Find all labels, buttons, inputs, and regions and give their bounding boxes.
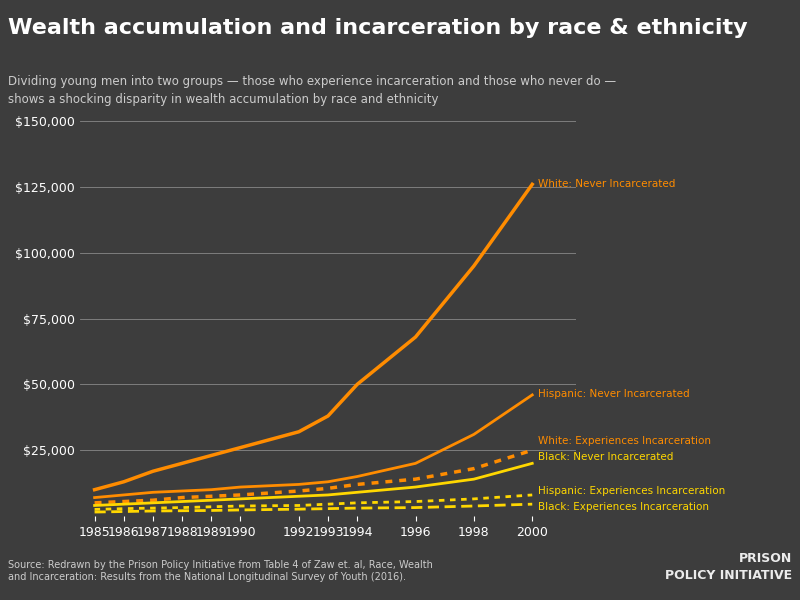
- Text: Hispanic: Never Incarcerated: Hispanic: Never Incarcerated: [538, 389, 690, 398]
- Text: Black: Experiences Incarceration: Black: Experiences Incarceration: [538, 502, 709, 512]
- Text: PRISON
POLICY INITIATIVE: PRISON POLICY INITIATIVE: [665, 552, 792, 582]
- Text: Black: Never Incarcerated: Black: Never Incarcerated: [538, 452, 674, 462]
- Text: Hispanic: Experiences Incarceration: Hispanic: Experiences Incarceration: [538, 486, 726, 496]
- Text: White: Experiences Incarceration: White: Experiences Incarceration: [538, 436, 711, 446]
- Text: White: Never Incarcerated: White: Never Incarcerated: [538, 179, 675, 190]
- Text: Wealth accumulation and incarceration by race & ethnicity: Wealth accumulation and incarceration by…: [8, 18, 748, 38]
- Text: Dividing young men into two groups — those who experience incarceration and thos: Dividing young men into two groups — tho…: [8, 75, 616, 106]
- Text: Source: Redrawn by the Prison Policy Initiative from Table 4 of Zaw et. al, Race: Source: Redrawn by the Prison Policy Ini…: [8, 560, 433, 582]
